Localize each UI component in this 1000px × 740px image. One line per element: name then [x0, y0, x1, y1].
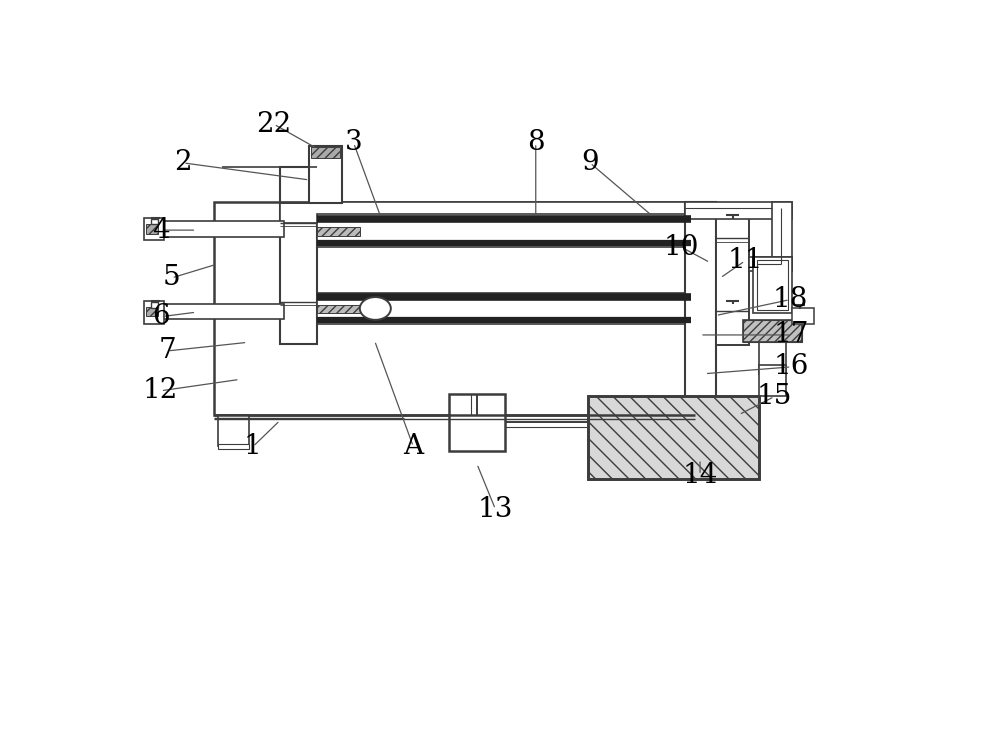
- Text: 17: 17: [774, 321, 809, 349]
- Bar: [759, 343, 786, 374]
- Text: 6: 6: [152, 303, 169, 330]
- Bar: [685, 201, 792, 219]
- Text: 18: 18: [772, 286, 808, 313]
- Bar: [280, 167, 317, 344]
- Bar: [151, 219, 158, 224]
- Text: 16: 16: [774, 354, 809, 380]
- Text: 7: 7: [159, 337, 176, 364]
- Bar: [280, 201, 695, 223]
- Bar: [317, 293, 691, 324]
- Text: 1: 1: [244, 433, 262, 460]
- Bar: [317, 226, 360, 236]
- Bar: [146, 307, 158, 316]
- Text: 12: 12: [143, 377, 178, 404]
- Bar: [317, 306, 360, 313]
- Bar: [309, 146, 342, 203]
- Bar: [148, 221, 284, 237]
- Bar: [144, 300, 164, 323]
- Bar: [214, 201, 695, 414]
- Bar: [218, 444, 249, 449]
- Bar: [146, 224, 158, 234]
- Text: 15: 15: [757, 383, 792, 410]
- Bar: [317, 214, 691, 247]
- Text: 11: 11: [727, 247, 763, 275]
- Text: 22: 22: [256, 110, 291, 138]
- Text: 8: 8: [527, 130, 545, 156]
- Bar: [685, 201, 716, 414]
- Bar: [743, 320, 802, 343]
- Text: 14: 14: [682, 462, 718, 488]
- Bar: [753, 257, 792, 313]
- Text: 13: 13: [478, 496, 513, 523]
- Text: 4: 4: [152, 217, 169, 243]
- Text: A: A: [403, 433, 423, 460]
- Text: 2: 2: [174, 149, 192, 176]
- Bar: [311, 147, 340, 158]
- Bar: [148, 304, 284, 319]
- Bar: [759, 365, 786, 397]
- Text: 5: 5: [163, 264, 180, 292]
- Text: 10: 10: [664, 234, 699, 260]
- Text: 9: 9: [581, 149, 599, 176]
- Bar: [716, 207, 749, 345]
- Bar: [757, 260, 788, 310]
- Bar: [151, 303, 158, 308]
- Bar: [588, 397, 759, 479]
- Bar: [588, 397, 759, 479]
- Bar: [218, 414, 249, 446]
- Bar: [743, 320, 802, 343]
- Bar: [792, 308, 814, 324]
- Bar: [772, 201, 792, 271]
- Bar: [749, 257, 792, 271]
- Circle shape: [360, 297, 391, 320]
- Bar: [449, 394, 505, 451]
- Text: 3: 3: [345, 130, 362, 156]
- Bar: [144, 218, 164, 240]
